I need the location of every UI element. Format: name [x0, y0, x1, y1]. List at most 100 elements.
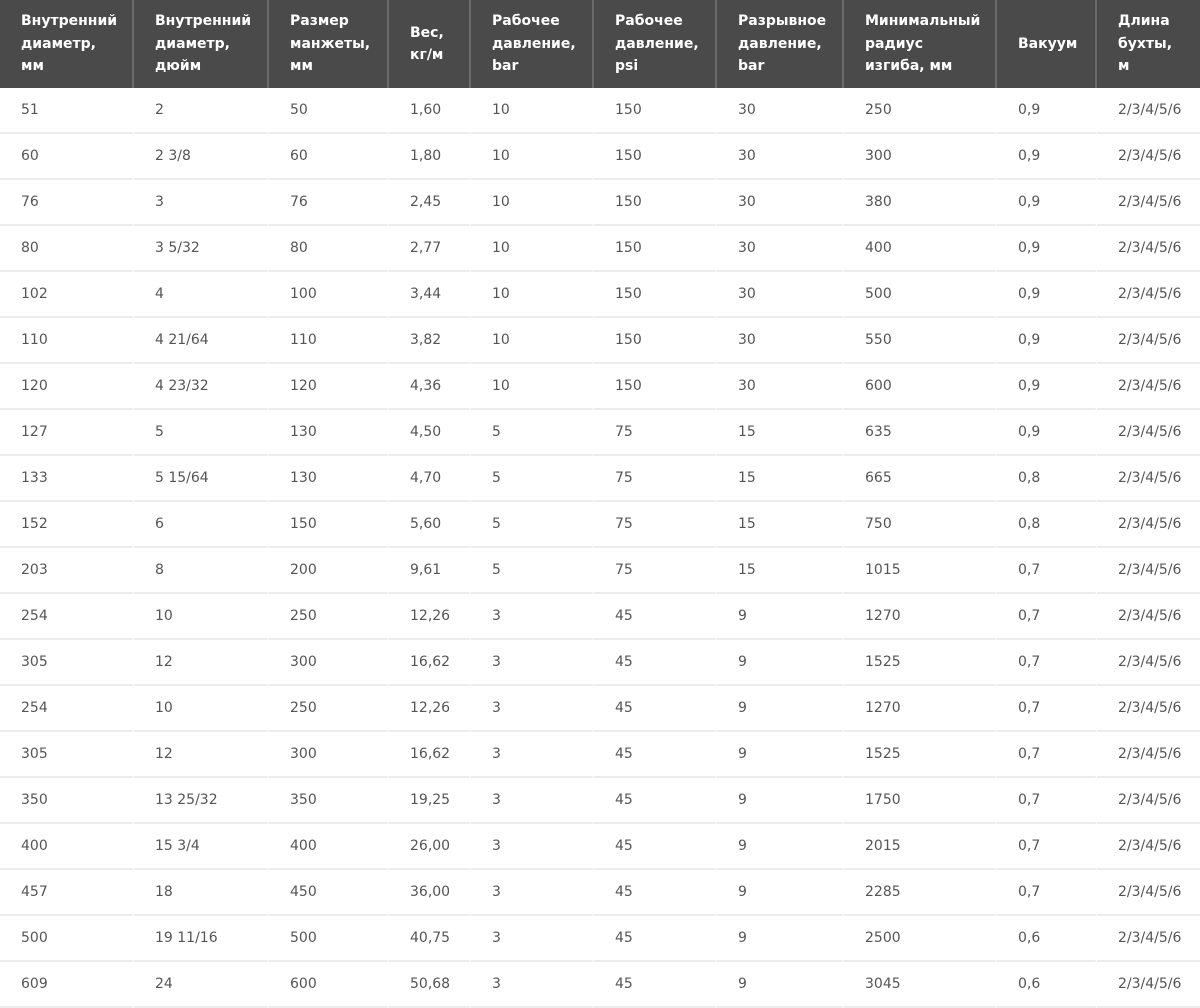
- table-cell: 45: [594, 824, 717, 870]
- table-cell: 150: [594, 134, 717, 180]
- table-cell: 0,6: [997, 916, 1097, 962]
- table-cell: 50,68: [389, 962, 471, 1008]
- table-cell: 5: [134, 410, 269, 456]
- table-cell: 550: [844, 318, 997, 364]
- header-cell: Длина бухты, м: [1097, 0, 1200, 88]
- table-cell: 250: [269, 686, 389, 732]
- table-cell: 0,7: [997, 778, 1097, 824]
- header-text: Размер: [290, 13, 349, 30]
- table-cell: 100: [269, 272, 389, 318]
- table-cell: 2/3/4/5/6: [1097, 640, 1200, 686]
- table-cell: 750: [844, 502, 997, 548]
- table-row: 457 18 450 36,00 3 45 9 2285 0,7 2/3/4/5/6: [0, 870, 1200, 916]
- table-row: 254 10 250 12,26 3 45 9 1270 0,7 2/3/4/5/6: [0, 686, 1200, 732]
- table-cell: 0,9: [997, 272, 1097, 318]
- header-cell: Рабочее давление, bar: [471, 0, 594, 88]
- header-text: Рабочее: [615, 13, 683, 30]
- header-text: диаметр,: [21, 35, 96, 52]
- table-row: 80 3 5/32 80 2,77 10 150 30 400 0,9 2/3/4/5/6: [0, 226, 1200, 272]
- header-text: Длина: [1118, 13, 1170, 30]
- table-cell: 0,7: [997, 732, 1097, 778]
- table-cell: 2/3/4/5/6: [1097, 456, 1200, 502]
- table-cell: 30: [717, 226, 844, 272]
- header-text: кг/м: [410, 47, 444, 63]
- table-cell: 4 23/32: [134, 364, 269, 410]
- table-row: 305 12 300 16,62 3 45 9 1525 0,7 2/3/4/5/6: [0, 732, 1200, 778]
- table-cell: 150: [594, 272, 717, 318]
- table-row: 133 5 15/64 130 4,70 5 75 15 665 0,8 2/3/4/5/6: [0, 456, 1200, 502]
- table-cell: 9: [717, 962, 844, 1008]
- table-cell: 18: [134, 870, 269, 916]
- header-text: мм: [21, 58, 44, 75]
- table-cell: 400: [0, 824, 134, 870]
- table-cell: 0,8: [997, 502, 1097, 548]
- table-cell: 2/3/4/5/6: [1097, 594, 1200, 640]
- table-cell: 450: [269, 870, 389, 916]
- header-text: м: [1118, 58, 1130, 75]
- table-cell: 2/3/4/5/6: [1097, 502, 1200, 548]
- table-cell: 10: [471, 88, 594, 134]
- table-cell: 2285: [844, 870, 997, 916]
- table-cell: 8: [134, 548, 269, 594]
- table-cell: 5,60: [389, 502, 471, 548]
- table-cell: 15: [717, 502, 844, 548]
- table-row: 305 12 300 16,62 3 45 9 1525 0,7 2/3/4/5/6: [0, 640, 1200, 686]
- table-cell: 4,50: [389, 410, 471, 456]
- table-cell: 2/3/4/5/6: [1097, 226, 1200, 272]
- table-cell: 2/3/4/5/6: [1097, 962, 1200, 1008]
- table-cell: 3,82: [389, 318, 471, 364]
- table-cell: 60: [269, 134, 389, 180]
- table-cell: 130: [269, 456, 389, 502]
- table-cell: 45: [594, 594, 717, 640]
- table-cell: 16,62: [389, 640, 471, 686]
- table-cell: 250: [844, 88, 997, 134]
- table-cell: 19,25: [389, 778, 471, 824]
- table-cell: 2/3/4/5/6: [1097, 134, 1200, 180]
- table-row: 110 4 21/64 110 3,82 10 150 30 550 0,9 2/3/4/5/6: [0, 318, 1200, 364]
- table-cell: 15: [717, 456, 844, 502]
- table-cell: 3: [471, 962, 594, 1008]
- table-cell: 150: [594, 364, 717, 410]
- table-cell: 4 21/64: [134, 318, 269, 364]
- table-cell: 2/3/4/5/6: [1097, 88, 1200, 134]
- table-cell: 9: [717, 778, 844, 824]
- table-cell: 3: [471, 824, 594, 870]
- table-cell: 1270: [844, 686, 997, 732]
- table-cell: 150: [594, 180, 717, 226]
- header-cell: Размер манжеты, мм: [269, 0, 389, 88]
- header-text: Вес,: [410, 24, 444, 41]
- table-cell: 26,00: [389, 824, 471, 870]
- table-cell: 24: [134, 962, 269, 1008]
- table-cell: 300: [269, 732, 389, 778]
- table-cell: 76: [269, 180, 389, 226]
- table-cell: 30: [717, 88, 844, 134]
- table-cell: 9: [717, 594, 844, 640]
- table-cell: 9: [717, 686, 844, 732]
- table-cell: 6: [134, 502, 269, 548]
- table-cell: 10: [471, 226, 594, 272]
- table-cell: 2500: [844, 916, 997, 962]
- table-row: 60 2 3/8 60 1,80 10 150 30 300 0,9 2/3/4/5/6: [0, 134, 1200, 180]
- table-cell: 75: [594, 410, 717, 456]
- table-cell: 2/3/4/5/6: [1097, 364, 1200, 410]
- header-text: изгиба, мм: [865, 58, 953, 75]
- table-cell: 200: [269, 548, 389, 594]
- table-cell: 152: [0, 502, 134, 548]
- table-cell: 5 15/64: [134, 456, 269, 502]
- table-cell: 3045: [844, 962, 997, 1008]
- table-cell: 9: [717, 870, 844, 916]
- table-cell: 12: [134, 732, 269, 778]
- table-cell: 9: [717, 640, 844, 686]
- header-text: давление,: [492, 35, 576, 52]
- table-cell: 9,61: [389, 548, 471, 594]
- header-text: дюйм: [155, 58, 202, 75]
- table-cell: 350: [269, 778, 389, 824]
- table-row: 76 3 76 2,45 10 150 30 380 0,9 2/3/4/5/6: [0, 180, 1200, 226]
- header-text: Разрывное: [738, 13, 827, 30]
- table-cell: 120: [0, 364, 134, 410]
- table-cell: 110: [269, 318, 389, 364]
- table-cell: 2,77: [389, 226, 471, 272]
- header-cell: Внутренний диаметр, дюйм: [134, 0, 269, 88]
- table-cell: 0,9: [997, 134, 1097, 180]
